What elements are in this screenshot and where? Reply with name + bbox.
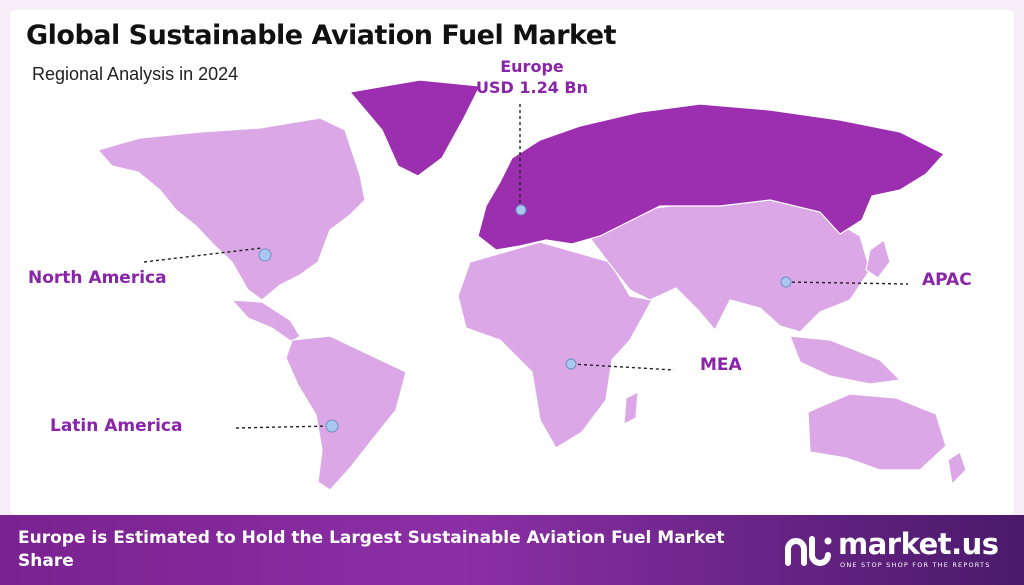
north-america-shape	[96, 117, 366, 301]
latin-america-label: Latin America	[50, 416, 183, 436]
latin-america-leader	[235, 425, 331, 429]
mea-label: MEA	[700, 355, 742, 375]
europe-label: Europe USD 1.24 Bn	[472, 56, 592, 98]
europe-name: Europe	[500, 57, 564, 76]
page-title: Global Sustainable Aviation Fuel Market	[26, 20, 617, 51]
europe-value: USD 1.24 Bn	[476, 78, 588, 97]
australia-shape	[807, 393, 947, 471]
mea-leader	[571, 363, 675, 371]
brand-tagline: ONE STOP SHOP FOR THE REPORTS	[840, 561, 991, 569]
world-map	[96, 79, 967, 491]
brand-name: market.us	[838, 527, 999, 561]
north-america-label: North America	[28, 268, 167, 288]
page-subtitle: Regional Analysis in 2024	[32, 64, 239, 84]
apac-marker	[780, 276, 792, 288]
europe-marker	[515, 204, 527, 216]
footer-banner: Europe is Estimated to Hold the Largest …	[0, 515, 1024, 585]
greenland-shape	[348, 79, 481, 177]
mea-marker	[565, 358, 577, 370]
apac-leader	[785, 281, 909, 285]
market-us-logo-icon	[785, 536, 832, 566]
north-america-marker	[258, 248, 272, 262]
brand-logo[interactable]: market.us ONE STOP SHOP FOR THE REPORTS	[782, 527, 1018, 573]
new-zealand-shape	[947, 451, 967, 486]
latin-america-marker	[325, 419, 339, 433]
central-america-shape	[230, 299, 301, 343]
japan-shape	[865, 239, 891, 279]
europe-russia-shape	[477, 103, 945, 251]
north-america-leader	[143, 247, 263, 263]
madagascar-shape	[623, 390, 639, 426]
southeast-asia-shape	[789, 335, 902, 385]
south-america-shape	[285, 335, 407, 491]
apac-label: APAC	[922, 270, 972, 290]
footer-text: Europe is Estimated to Hold the Largest …	[18, 528, 725, 571]
africa-shape	[457, 241, 653, 449]
